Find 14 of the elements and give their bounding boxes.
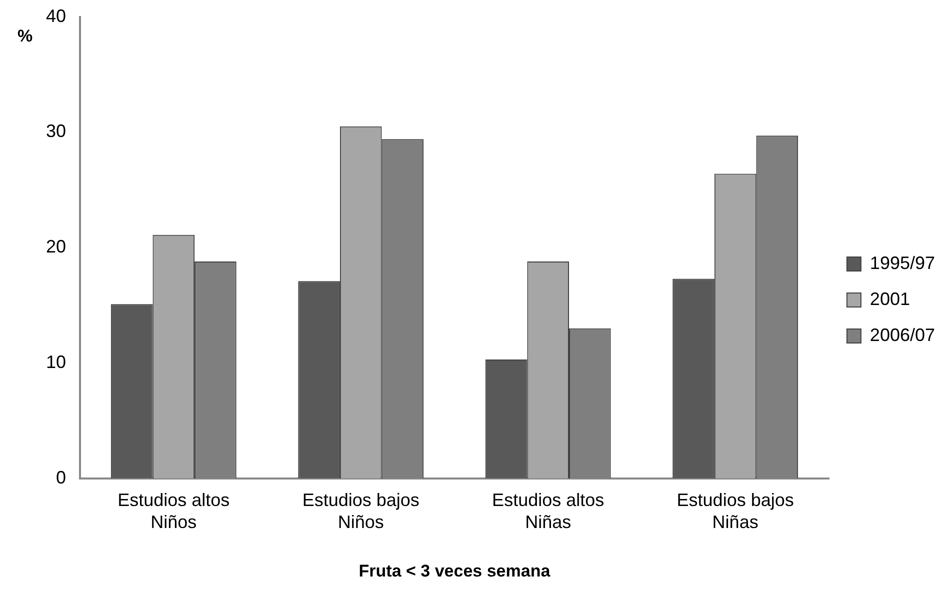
y-tick-label: 10 xyxy=(46,352,66,372)
x-tick-label: Estudios bajos Niños xyxy=(302,490,420,532)
x-axis-title: Fruta < 3 veces semana xyxy=(358,561,551,580)
legend-label: 2001 xyxy=(870,288,910,309)
legend-label: 2006/07 xyxy=(870,324,936,345)
y-tick-label: 0 xyxy=(56,467,66,488)
y-tick-label: 30 xyxy=(46,121,66,142)
x-tick-label: Estudios bajos Niñas xyxy=(676,490,794,532)
legend-label: 1995/97 xyxy=(870,252,936,273)
x-tick-label: Estudios altos Niñas xyxy=(492,490,604,532)
y-tick-label: 40 xyxy=(46,6,66,26)
x-tick-label: Estudios altos Niños xyxy=(118,490,230,532)
y-tick-label: 20 xyxy=(46,236,66,257)
y-axis-title: % xyxy=(17,26,33,46)
